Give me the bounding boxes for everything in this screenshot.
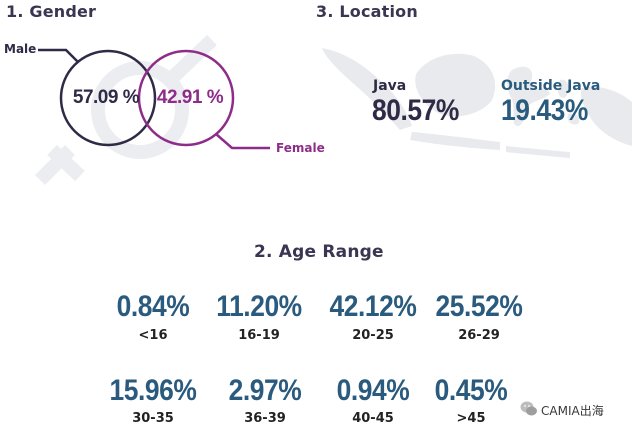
male-leader-line <box>38 48 79 63</box>
gender-diagram <box>35 34 270 185</box>
female-percentage: 42.91 % <box>156 87 224 108</box>
age-label: 16-19 <box>238 328 280 343</box>
age-label: 30-35 <box>132 411 174 426</box>
gender-symbol-watermark <box>35 34 217 185</box>
male-percentage: 57.09 % <box>72 87 140 108</box>
age-value: 0.84% <box>116 290 190 323</box>
female-circle <box>137 49 235 147</box>
age-value: 11.20% <box>216 290 302 323</box>
location-section-title: 3. Location <box>316 2 418 21</box>
age-label: 40-45 <box>352 411 394 426</box>
male-circle <box>59 49 157 147</box>
age-value: 42.12% <box>329 290 417 323</box>
gender-section-title: 1. Gender <box>6 2 97 21</box>
java-label: Java <box>373 78 407 94</box>
java-percentage: 80.57% <box>372 94 459 127</box>
male-label: Male <box>4 42 37 56</box>
age-value: 0.94% <box>336 374 410 407</box>
age-label: 36-39 <box>244 411 286 426</box>
age-value: 0.45% <box>434 374 508 407</box>
age-label: <16 <box>138 328 168 343</box>
age-label: 26-29 <box>458 328 500 343</box>
indonesia-map <box>322 48 632 158</box>
female-leader-line <box>215 133 270 150</box>
age-value: 25.52% <box>435 290 523 323</box>
outside-java-label: Outside Java <box>501 78 601 94</box>
map-islands <box>322 48 632 158</box>
watermark-text: CAMIA出海 <box>541 404 604 418</box>
female-label: Female <box>276 141 325 155</box>
age-value: 2.97% <box>228 374 302 407</box>
outside-java-percentage: 19.43% <box>501 94 588 127</box>
age-section-title: 2. Age Range <box>254 242 384 262</box>
age-label: 20-25 <box>352 328 394 343</box>
age-value: 15.96% <box>109 374 197 407</box>
wechat-icon <box>520 400 538 418</box>
age-label: >45 <box>456 411 486 426</box>
